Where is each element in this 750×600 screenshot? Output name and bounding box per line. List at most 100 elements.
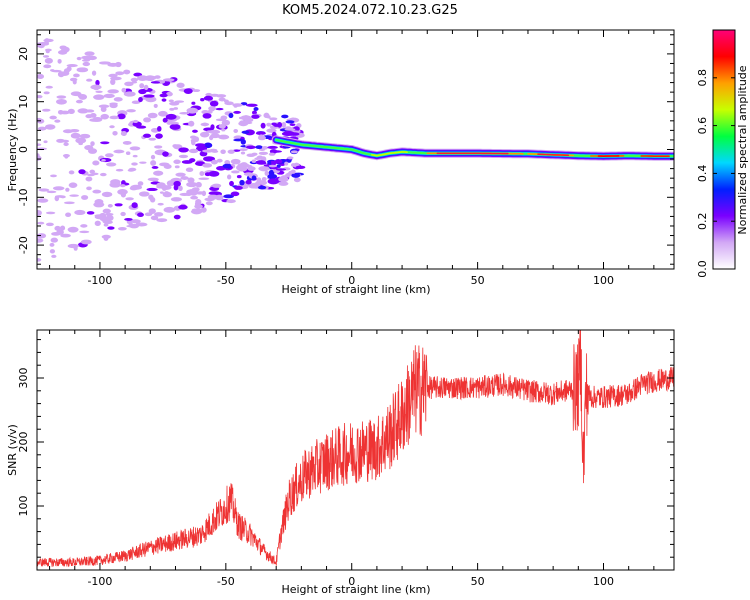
spectrogram-cell — [291, 172, 301, 178]
spectrogram-cell — [295, 165, 306, 170]
spectrogram-cell — [251, 114, 260, 119]
spectrogram-cell — [66, 64, 78, 68]
spectrogram-cell — [234, 185, 243, 190]
spectrogram-cell — [154, 212, 164, 217]
spectrogram-cell — [208, 170, 220, 177]
spectrogram-cell — [135, 222, 148, 227]
spectrogram-cell — [281, 121, 287, 128]
spectrogram-cell — [37, 233, 47, 239]
spectrogram-cell — [258, 134, 265, 140]
spectrogram-cell — [178, 185, 183, 192]
spectrogram-cell — [133, 72, 143, 77]
spectrogram-cell — [189, 158, 196, 163]
spectrogram-cell — [223, 194, 234, 199]
spectrogram-cell — [245, 179, 252, 185]
spectrogram-cell — [121, 180, 126, 185]
spectrogram-cell — [216, 158, 223, 163]
spectrogram-cell — [115, 71, 125, 76]
spectrogram-cell — [220, 115, 228, 120]
spectrogram-cell — [128, 167, 137, 172]
spectrogram-cell — [278, 176, 289, 183]
spectrogram-cell — [148, 194, 154, 200]
spectrogram-cell — [120, 211, 126, 217]
spectrogram-cell — [153, 170, 164, 176]
spectrogram-cell — [68, 170, 75, 175]
spectrogram-cell — [203, 95, 214, 101]
colorbar-tick-label: 0.8 — [696, 69, 709, 87]
spectrogram-cell — [107, 203, 113, 208]
spectrogram-cell — [233, 138, 244, 142]
spectrogram-cell — [260, 122, 266, 129]
spectrogram-cell — [136, 125, 147, 129]
spectrogram-cell — [169, 101, 180, 106]
spectrogram-cell — [178, 147, 189, 153]
spectrogram-cell — [109, 125, 115, 129]
spectrogram-cell — [124, 217, 133, 221]
spectrogram-cell — [37, 198, 49, 203]
spectrogram-cell — [37, 73, 45, 80]
spectrogram-cell — [120, 130, 127, 137]
spectrogram-cell — [99, 212, 107, 219]
spectrogram-cell — [162, 117, 168, 123]
spectrogram-cell — [45, 222, 54, 227]
spectrogram-cell — [254, 157, 260, 161]
spectrogram-cell — [268, 164, 277, 168]
spectrogram-cell — [67, 226, 79, 233]
spectrogram-cell — [139, 83, 145, 89]
spectrogram-cell — [86, 186, 92, 191]
spectrogram-cell — [69, 194, 79, 197]
spectrogram-cell — [123, 91, 136, 97]
spectrogram-cell — [258, 166, 270, 172]
spectrogram-cell — [157, 202, 164, 206]
spectrogram-cell — [192, 129, 198, 133]
spectrogram-cell — [150, 154, 156, 160]
spectrogram-cell — [201, 110, 210, 115]
spectrogram-cell — [202, 113, 212, 119]
spectrogram-cell — [236, 175, 242, 179]
spectrogram-cell — [290, 163, 296, 167]
spectrogram-cell — [202, 149, 214, 153]
spectrogram-cell — [165, 113, 177, 120]
spectrogram-cell — [257, 185, 267, 190]
spectrogram-cell — [75, 137, 87, 144]
spectrogram-cell — [90, 141, 95, 147]
spectrogram-cell — [103, 223, 109, 227]
spectrogram-cell — [94, 220, 101, 227]
spectrogram-cell — [81, 195, 89, 200]
spectrogram-cell — [200, 122, 210, 127]
spectrogram-ytick-label: 20 — [17, 47, 30, 61]
spectrogram-cell — [123, 69, 131, 75]
spectrogram-cell — [203, 156, 216, 162]
spectrogram-cell — [61, 46, 70, 53]
spectrogram-cell — [76, 67, 89, 73]
spectrogram-cell — [200, 98, 205, 102]
spectrogram-cell — [94, 199, 104, 205]
spectrogram-cell — [194, 204, 203, 209]
spectrogram-cell — [230, 191, 240, 197]
spectrogram-cell — [248, 182, 259, 189]
spectrogram-cell — [73, 73, 80, 78]
spectrogram-cell — [37, 126, 47, 131]
spectrogram-cell — [95, 90, 103, 94]
spectrogram-cell — [37, 209, 42, 216]
spectrogram-cell — [261, 177, 267, 182]
spectrogram-cell — [266, 115, 271, 119]
spectrogram-cell — [63, 142, 69, 147]
spectrogram-cell — [261, 145, 268, 150]
spectrogram-cell — [199, 171, 205, 176]
spectrogram-cell — [180, 176, 189, 180]
spectrogram-cell — [168, 99, 174, 103]
spectrogram-cell — [86, 211, 95, 215]
spectrogram-cell — [79, 133, 91, 139]
spectrogram-cell — [169, 123, 181, 130]
spectrogram-cell — [179, 111, 190, 115]
spectrogram-cell — [143, 94, 155, 98]
spectrogram-cell — [162, 78, 175, 82]
spectrogram-cell — [145, 75, 156, 82]
spectrogram-cell — [241, 130, 250, 134]
spectrogram-cell — [101, 191, 113, 198]
spectrogram-cell — [44, 48, 52, 52]
spectrogram-cell — [50, 174, 57, 178]
